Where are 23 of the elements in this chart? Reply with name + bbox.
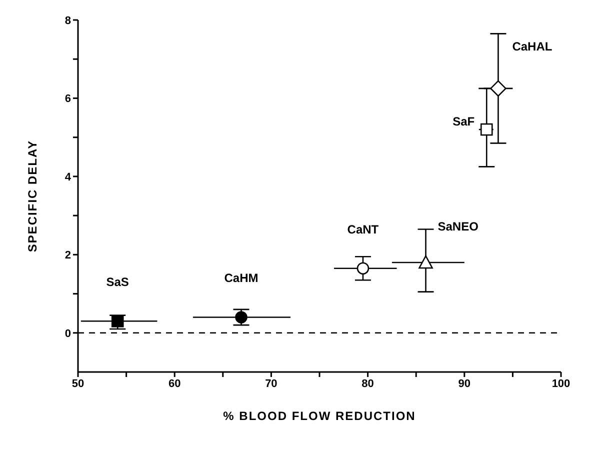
series-label: SaF: [452, 114, 475, 129]
point: [480, 123, 493, 136]
y-tick-label: 2: [64, 250, 71, 262]
text: SaS: [106, 275, 129, 290]
y-axis-title: SPECIFIC DELAY: [25, 140, 40, 252]
text: CaNT: [347, 222, 380, 236]
x-tick-label: 70: [265, 378, 278, 390]
text: CaHAL: [512, 39, 552, 54]
x-tick-label: 50: [72, 378, 84, 390]
y-tick-label: 8: [64, 14, 71, 27]
y-tick-label: 4: [64, 171, 72, 184]
y-tick-label: 0: [64, 328, 71, 340]
x-tick-label: 60: [168, 378, 181, 390]
x-tick-label: 100: [552, 378, 570, 390]
x-tick-label: 80: [362, 378, 374, 390]
text: SaNEO: [438, 219, 478, 234]
point: [356, 262, 370, 275]
x-tick-label: 90: [458, 378, 471, 390]
y-tick-label: 6: [64, 93, 71, 106]
point: [490, 80, 506, 97]
text: CaHM: [224, 271, 258, 286]
point: [418, 255, 433, 269]
x-axis-title: % BLOOD FLOW REDUCTION: [223, 409, 416, 423]
